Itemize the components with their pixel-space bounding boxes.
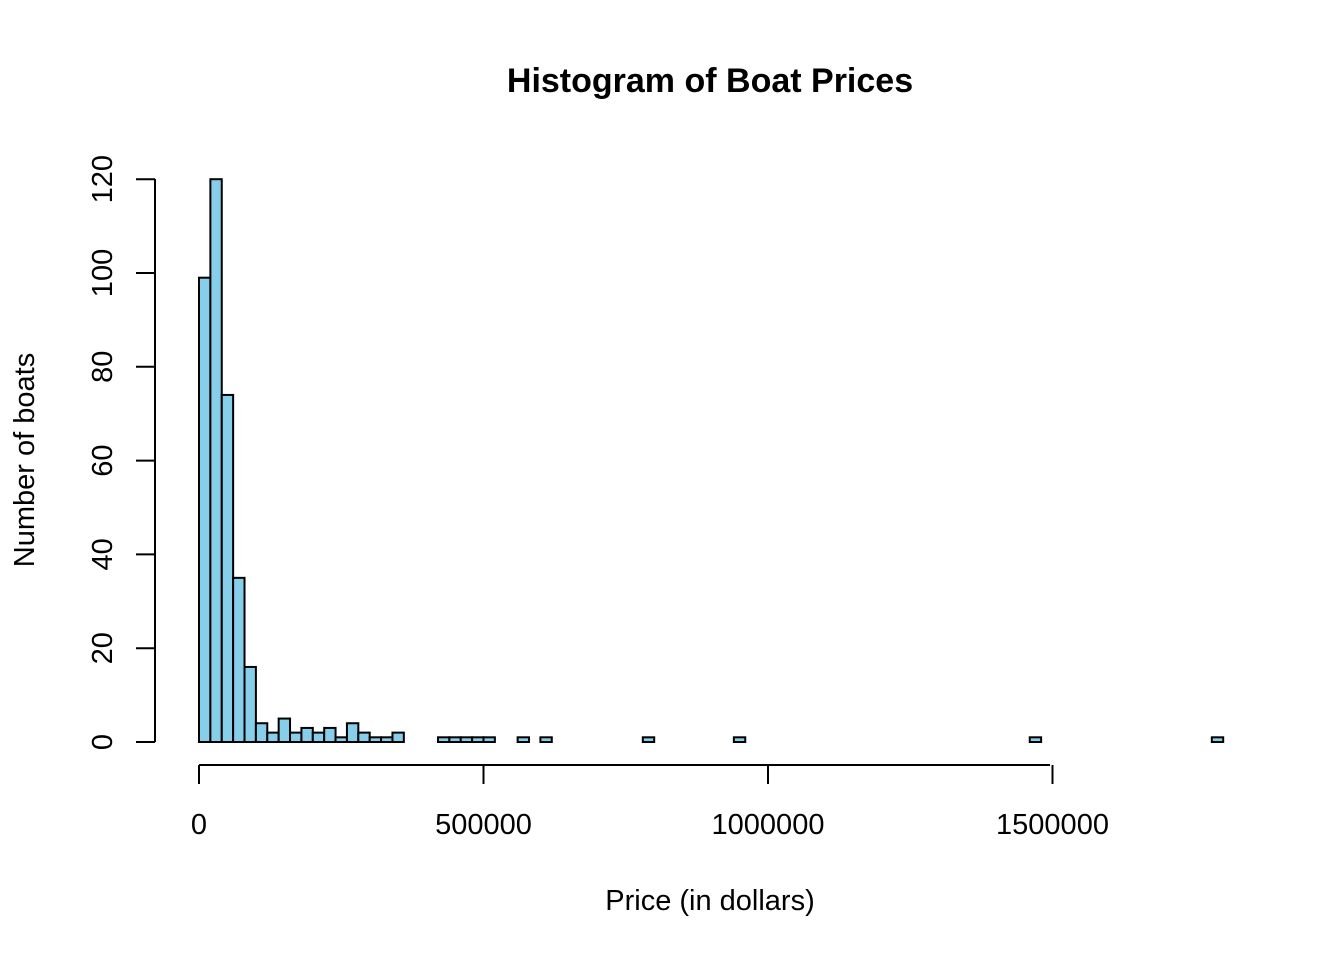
y-tick-label: 20	[87, 632, 119, 664]
x-axis: 0 500000 1000000 1500000	[191, 764, 1109, 841]
histogram-bar	[380, 736, 394, 743]
histogram-bar	[289, 731, 303, 743]
histogram-bar	[448, 736, 462, 743]
histogram-bar	[732, 736, 747, 743]
histogram-bar	[277, 717, 292, 743]
histogram-bar	[198, 276, 212, 743]
y-tick-label: 60	[87, 444, 119, 476]
histogram-bar	[516, 736, 531, 743]
histogram-bar	[368, 736, 383, 743]
bars-group	[198, 178, 1225, 744]
y-axis: 0 20 40 60 80 100 120	[87, 155, 156, 750]
histogram-bar	[345, 722, 360, 743]
x-tick-label: 1500000	[996, 809, 1109, 841]
y-tick-label: 40	[87, 538, 119, 570]
histogram-bar	[311, 731, 326, 743]
histogram-bar	[539, 736, 553, 743]
histogram-bar	[391, 731, 405, 743]
x-axis-label: Price (in dollars)	[605, 885, 815, 917]
histogram-bar	[209, 178, 223, 743]
histogram-bar	[220, 393, 235, 743]
histogram-bar	[300, 726, 314, 743]
y-axis-label: Number of boats	[9, 353, 41, 567]
y-tick-label: 80	[87, 351, 119, 383]
histogram-bar	[243, 665, 257, 744]
histogram-bar	[357, 731, 371, 743]
histogram-bar	[254, 722, 269, 743]
x-tick-label: 1000000	[712, 809, 825, 841]
y-tick-label: 120	[87, 155, 119, 203]
histogram-bar	[459, 736, 474, 743]
histogram-bar	[232, 576, 246, 743]
histogram-bar	[1210, 736, 1225, 743]
histogram-bar	[1028, 736, 1043, 743]
x-tick-label: 500000	[435, 809, 532, 841]
histogram-bar	[323, 726, 337, 743]
x-tick-label: 0	[191, 809, 207, 841]
chart-title: Histogram of Boat Prices	[507, 62, 913, 100]
histogram-bar	[482, 736, 496, 743]
histogram-bar	[334, 736, 348, 743]
histogram-bar	[266, 731, 280, 743]
histogram-bar	[471, 736, 485, 743]
histogram-bar	[436, 736, 451, 743]
histogram-bar	[641, 736, 656, 743]
y-tick-label: 0	[87, 734, 119, 750]
y-tick-label: 100	[87, 249, 119, 297]
